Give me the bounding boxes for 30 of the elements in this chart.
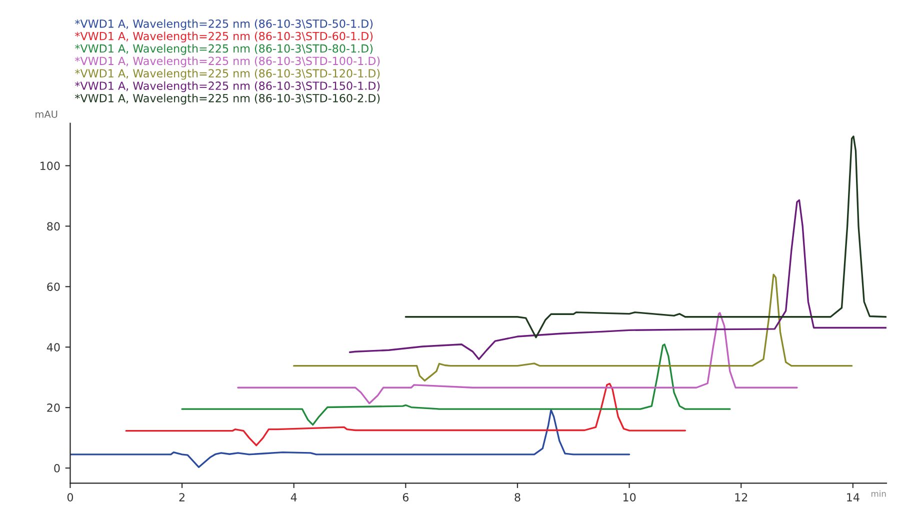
text: *VWD1 A, Wavelength=225 nm (86-10-3\STD-60-1.D) <box>75 32 373 42</box>
text: *VWD1 A, Wavelength=225 nm (86-10-3\STD-80-1.D) <box>75 44 373 55</box>
x-tick-label: 6 <box>402 493 408 502</box>
line-series <box>348 199 886 360</box>
x-tick-label: 4 <box>290 493 297 502</box>
line-series <box>237 312 798 404</box>
line-series <box>125 382 686 446</box>
y-tick-label: 100 <box>40 162 60 170</box>
text: *VWD1 A, Wavelength=225 nm (86-10-3\STD-100-1.D) <box>75 56 380 68</box>
text: *VWD1 A, Wavelength=225 nm (86-10-3\STD-120-1.D) <box>75 68 380 80</box>
y-axis-title: mAU <box>36 110 58 118</box>
x-tick-label: 10 <box>623 493 636 502</box>
y-tick-label: 60 <box>47 282 60 292</box>
line-series <box>70 409 630 468</box>
x-tick-label: 14 <box>847 493 860 502</box>
text: *VWD1 A, Wavelength=225 nm (86-10-3\STD-50-1.D) <box>75 19 373 30</box>
x-axis-title: min <box>872 490 886 497</box>
line-series <box>293 274 853 382</box>
x-tick-label: 8 <box>514 493 520 502</box>
text: *VWD1 A, Wavelength=225 nm (86-10-3\STD-150-1.D) <box>75 81 380 92</box>
y-tick-label: 40 <box>46 343 60 352</box>
y-tick-label: 20 <box>47 404 60 412</box>
y-tick-label: 0 <box>54 464 60 472</box>
x-tick-label: 0 <box>67 493 74 502</box>
y-tick-label: 80 <box>47 222 60 231</box>
x-tick-label: 12 <box>735 493 748 502</box>
x-tick-label: 2 <box>179 493 184 502</box>
text: *VWD1 A, Wavelength=225 nm (86-10-3\STD-160-2.D) <box>75 94 380 105</box>
line-series <box>404 136 886 338</box>
line-series <box>181 344 731 426</box>
